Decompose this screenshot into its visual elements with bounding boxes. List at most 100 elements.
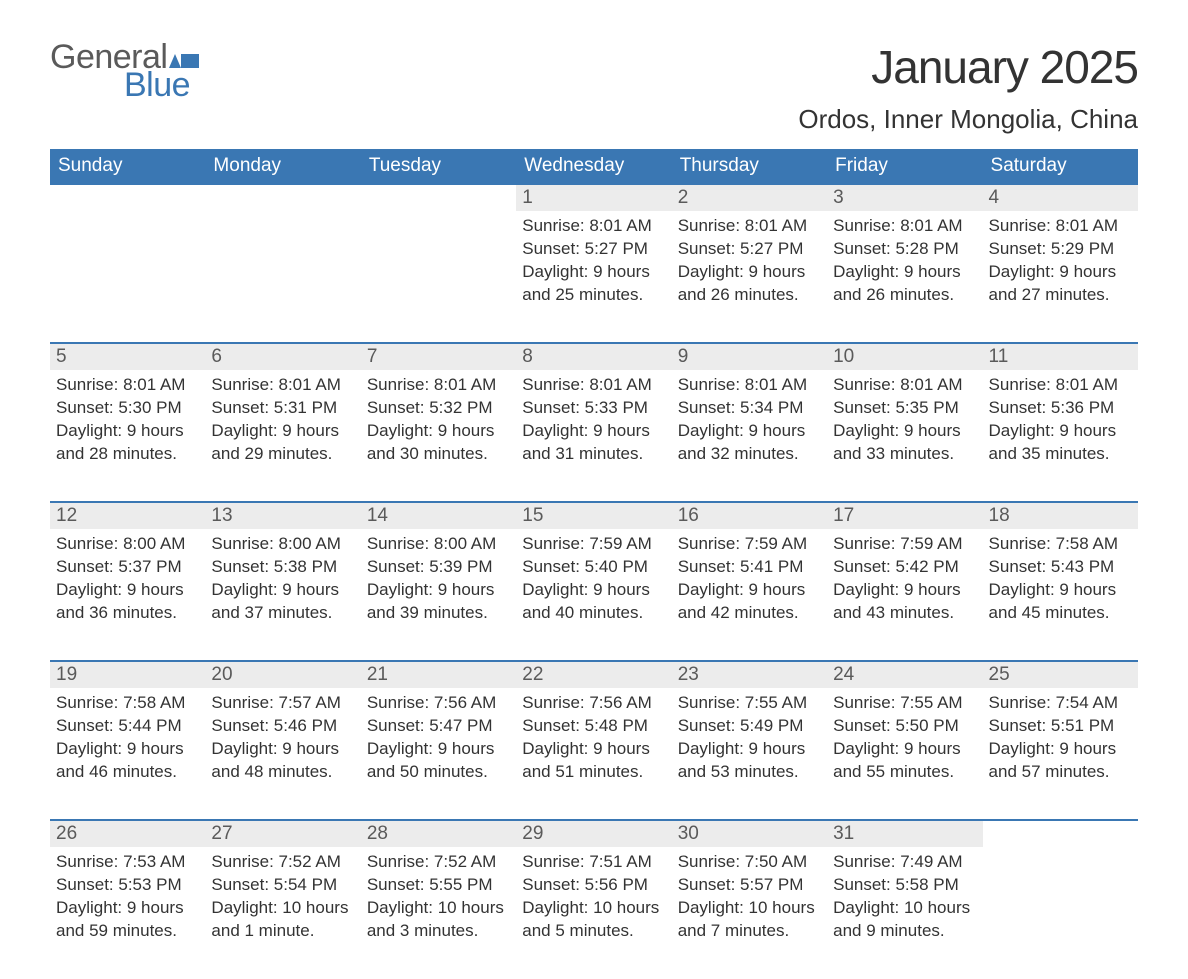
sunrise-line: Sunrise: 7:55 AM xyxy=(678,692,821,715)
flag-icon xyxy=(169,48,199,68)
day-content-cell: Sunrise: 8:01 AMSunset: 5:32 PMDaylight:… xyxy=(361,370,516,502)
day-number-cell: 7 xyxy=(361,343,516,370)
day-number-cell xyxy=(361,184,516,211)
day-content-cell: Sunrise: 8:01 AMSunset: 5:29 PMDaylight:… xyxy=(983,211,1138,343)
daylight-line: Daylight: 9 hours and 30 minutes. xyxy=(367,420,510,466)
daylight-line: Daylight: 9 hours and 40 minutes. xyxy=(522,579,665,625)
daylight-line: Daylight: 9 hours and 28 minutes. xyxy=(56,420,199,466)
daylight-line: Daylight: 9 hours and 27 minutes. xyxy=(989,261,1132,307)
daylight-line: Daylight: 9 hours and 36 minutes. xyxy=(56,579,199,625)
sunrise-line: Sunrise: 7:59 AM xyxy=(833,533,976,556)
weekday-header: Friday xyxy=(827,149,982,184)
sunset-line: Sunset: 5:43 PM xyxy=(989,556,1132,579)
daylight-line: Daylight: 9 hours and 43 minutes. xyxy=(833,579,976,625)
day-number-cell: 28 xyxy=(361,820,516,847)
sunset-line: Sunset: 5:31 PM xyxy=(211,397,354,420)
daylight-line: Daylight: 10 hours and 1 minute. xyxy=(211,897,354,943)
weekday-header: Thursday xyxy=(672,149,827,184)
day-content-row: Sunrise: 7:58 AMSunset: 5:44 PM Daylight:… xyxy=(50,688,1138,820)
day-content-cell: Sunrise: 8:01 AMSunset: 5:33 PMDaylight:… xyxy=(516,370,671,502)
daylight-line: Daylight: 9 hours and 45 minutes. xyxy=(989,579,1132,625)
weekday-header: Sunday xyxy=(50,149,205,184)
day-content-cell: Sunrise: 7:58 AMSunset: 5:44 PMDaylight:… xyxy=(50,688,205,820)
daylight-line: Daylight: 9 hours and 50 minutes. xyxy=(367,738,510,784)
sunset-line: Sunset: 5:41 PM xyxy=(678,556,821,579)
sunrise-line: Sunrise: 8:01 AM xyxy=(522,374,665,397)
daylight-line: Daylight: 9 hours and 48 minutes. xyxy=(211,738,354,784)
sunrise-line: Sunrise: 7:54 AM xyxy=(989,692,1132,715)
sunrise-line: Sunrise: 8:01 AM xyxy=(56,374,199,397)
day-number-cell: 29 xyxy=(516,820,671,847)
day-number-cell: 31 xyxy=(827,820,982,847)
daylight-line: Daylight: 9 hours and 26 minutes. xyxy=(678,261,821,307)
day-content-cell xyxy=(205,211,360,343)
day-number-cell: 14 xyxy=(361,502,516,529)
day-number-cell: 16 xyxy=(672,502,827,529)
sunset-line: Sunset: 5:28 PM xyxy=(833,238,976,261)
sunrise-line: Sunrise: 8:00 AM xyxy=(56,533,199,556)
sunset-line: Sunset: 5:54 PM xyxy=(211,874,354,897)
daylight-line: Daylight: 9 hours and 39 minutes. xyxy=(367,579,510,625)
daylight-line: Daylight: 9 hours and 35 minutes. xyxy=(989,420,1132,466)
day-number-cell: 15 xyxy=(516,502,671,529)
sunset-line: Sunset: 5:32 PM xyxy=(367,397,510,420)
sunrise-line: Sunrise: 7:53 AM xyxy=(56,851,199,874)
day-number-row: 19202122232425 xyxy=(50,661,1138,688)
day-content-cell: Sunrise: 7:52 AMSunset: 5:55 PMDaylight:… xyxy=(361,847,516,979)
sunset-line: Sunset: 5:55 PM xyxy=(367,874,510,897)
day-number-cell: 27 xyxy=(205,820,360,847)
sunrise-line: Sunrise: 7:58 AM xyxy=(56,692,199,715)
sunrise-line: Sunrise: 7:56 AM xyxy=(367,692,510,715)
daylight-line: Daylight: 10 hours and 7 minutes. xyxy=(678,897,821,943)
sunset-line: Sunset: 5:36 PM xyxy=(989,397,1132,420)
day-number-cell: 26 xyxy=(50,820,205,847)
sunset-line: Sunset: 5:48 PM xyxy=(522,715,665,738)
day-number-cell: 10 xyxy=(827,343,982,370)
sunset-line: Sunset: 5:57 PM xyxy=(678,874,821,897)
day-content-cell: Sunrise: 7:51 AMSunset: 5:56 PMDaylight:… xyxy=(516,847,671,979)
weekday-header: Wednesday xyxy=(516,149,671,184)
day-number-cell: 9 xyxy=(672,343,827,370)
day-number-cell: 21 xyxy=(361,661,516,688)
sunrise-line: Sunrise: 8:01 AM xyxy=(833,215,976,238)
sunset-line: Sunset: 5:49 PM xyxy=(678,715,821,738)
day-content-cell: Sunrise: 8:00 AMSunset: 5:39 PMDaylight:… xyxy=(361,529,516,661)
day-content-cell: Sunrise: 8:01 AMSunset: 5:35 PMDaylight:… xyxy=(827,370,982,502)
weekday-header: Saturday xyxy=(983,149,1138,184)
day-content-cell: Sunrise: 8:01 AMSunset: 5:31 PMDaylight:… xyxy=(205,370,360,502)
sunset-line: Sunset: 5:46 PM xyxy=(211,715,354,738)
daylight-line: Daylight: 9 hours and 51 minutes. xyxy=(522,738,665,784)
sunrise-line: Sunrise: 7:57 AM xyxy=(211,692,354,715)
sunset-line: Sunset: 5:33 PM xyxy=(522,397,665,420)
sunset-line: Sunset: 5:44 PM xyxy=(56,715,199,738)
sunrise-line: Sunrise: 7:56 AM xyxy=(522,692,665,715)
sunrise-line: Sunrise: 8:00 AM xyxy=(367,533,510,556)
daylight-line: Daylight: 9 hours and 26 minutes. xyxy=(833,261,976,307)
day-content-cell: Sunrise: 7:58 AMSunset: 5:43 PMDaylight:… xyxy=(983,529,1138,661)
day-content-cell: Sunrise: 7:55 AMSunset: 5:50 PMDaylight:… xyxy=(827,688,982,820)
weekday-header-row: Sunday Monday Tuesday Wednesday Thursday… xyxy=(50,149,1138,184)
day-content-cell: Sunrise: 7:49 AMSunset: 5:58 PMDaylight:… xyxy=(827,847,982,979)
day-content-row: Sunrise: 8:00 AMSunset: 5:37 PMDaylight:… xyxy=(50,529,1138,661)
day-number-cell: 2 xyxy=(672,184,827,211)
sunset-line: Sunset: 5:51 PM xyxy=(989,715,1132,738)
day-number-cell: 23 xyxy=(672,661,827,688)
sunrise-line: Sunrise: 7:59 AM xyxy=(522,533,665,556)
day-content-cell: Sunrise: 8:01 AMSunset: 5:30 PMDaylight:… xyxy=(50,370,205,502)
day-content-row: Sunrise: 7:53 AMSunset: 5:53 PMDaylight:… xyxy=(50,847,1138,979)
day-content-cell: Sunrise: 7:54 AMSunset: 5:51 PMDaylight:… xyxy=(983,688,1138,820)
daylight-line: Daylight: 9 hours and 32 minutes. xyxy=(678,420,821,466)
daylight-line: Daylight: 9 hours and 55 minutes. xyxy=(833,738,976,784)
daylight-line: Daylight: 9 hours and 42 minutes. xyxy=(678,579,821,625)
day-content-cell: Sunrise: 8:01 AMSunset: 5:27 PMDaylight:… xyxy=(516,211,671,343)
sunset-line: Sunset: 5:42 PM xyxy=(833,556,976,579)
daylight-line: Daylight: 9 hours and 29 minutes. xyxy=(211,420,354,466)
header: General Blue January 2025 Ordos, Inner M… xyxy=(50,40,1138,135)
sunrise-line: Sunrise: 8:01 AM xyxy=(211,374,354,397)
daylight-line: Daylight: 9 hours and 31 minutes. xyxy=(522,420,665,466)
sunrise-line: Sunrise: 8:01 AM xyxy=(833,374,976,397)
title-block: January 2025 Ordos, Inner Mongolia, Chin… xyxy=(798,40,1138,135)
day-number-cell: 4 xyxy=(983,184,1138,211)
sunset-line: Sunset: 5:47 PM xyxy=(367,715,510,738)
sunset-line: Sunset: 5:30 PM xyxy=(56,397,199,420)
